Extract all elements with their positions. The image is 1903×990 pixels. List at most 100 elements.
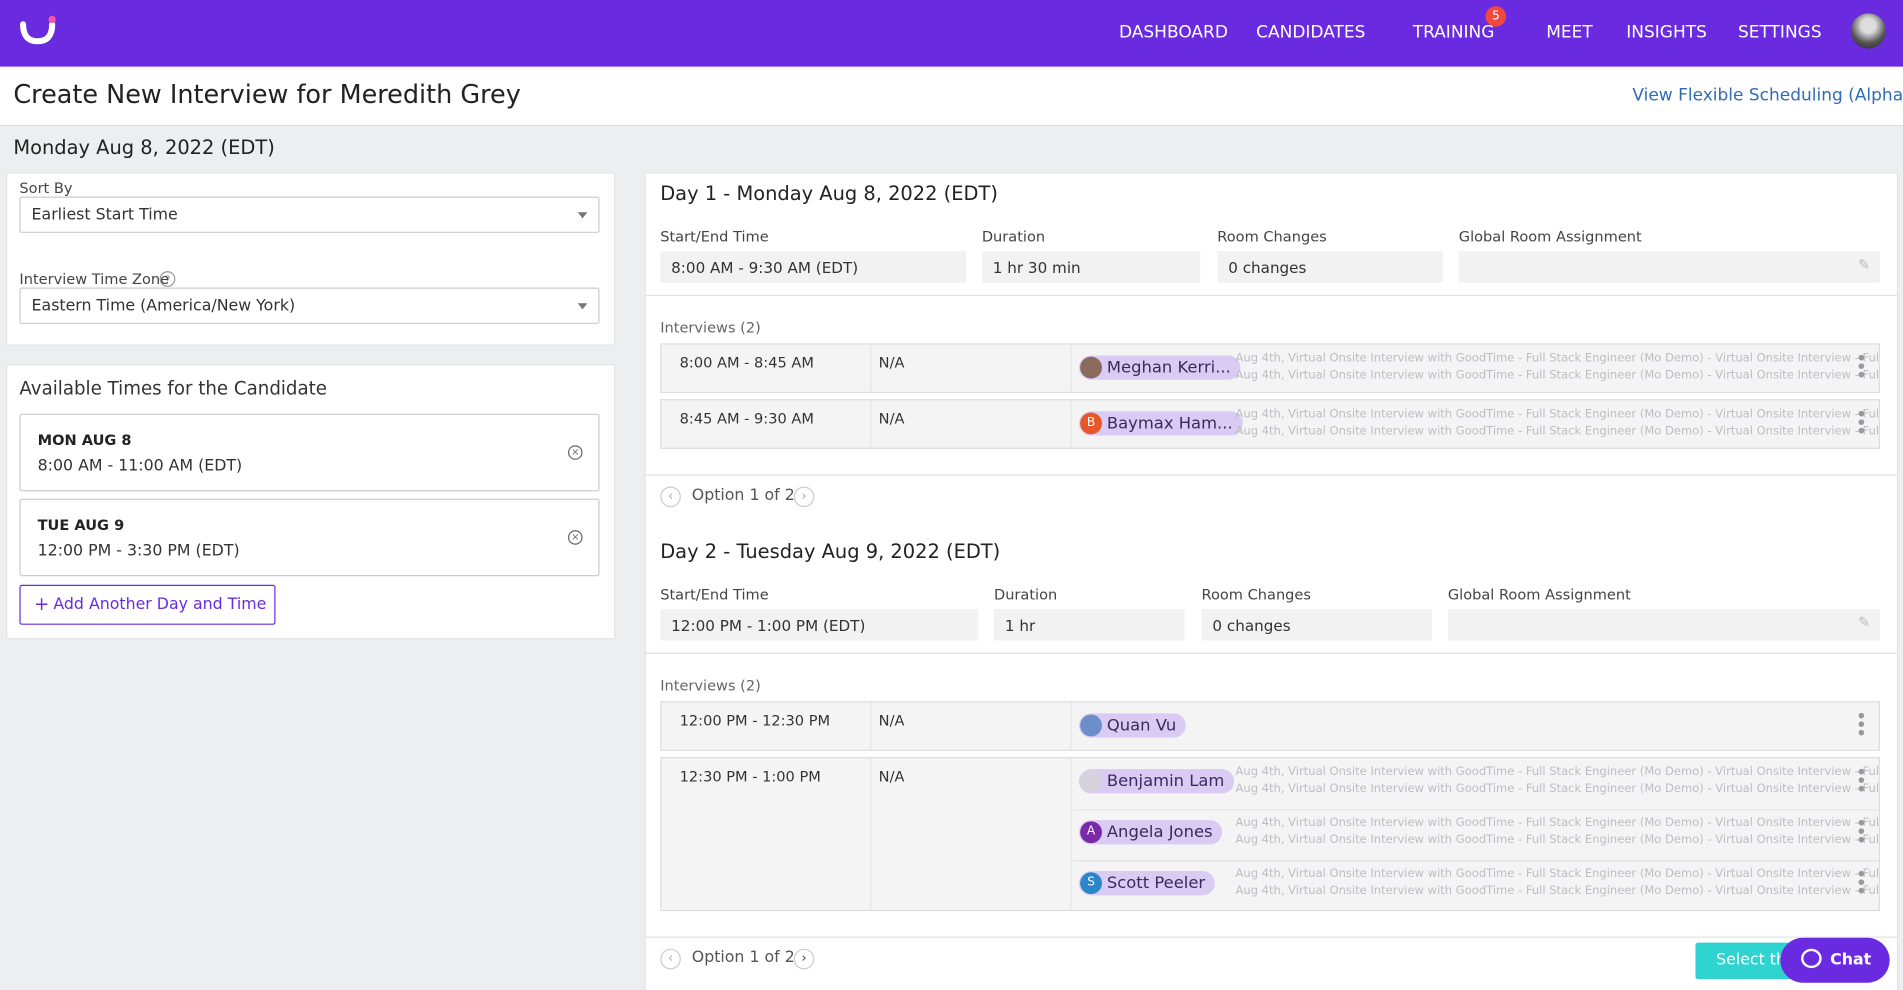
slot-time: 8:00 AM - 11:00 AM (EDT)	[37, 457, 243, 476]
interview-room: N/A	[878, 712, 905, 730]
slot-time: 12:00 PM - 3:30 PM (EDT)	[37, 542, 240, 561]
interviewer-notes: Aug 4th, Virtual Onsite Interview with G…	[1235, 765, 1880, 779]
interview-row: 12:30 PM - 1:00 PM N/A Benjamin Lam Aug 4th…	[660, 757, 1880, 912]
field-box: 0 changes	[1217, 251, 1444, 283]
subrow-divider	[1072, 860, 1879, 862]
interviewer-notes: Aug 4th, Virtual Onsite Interview with G…	[1235, 424, 1880, 438]
option-label: Option 1 of 2	[691, 486, 795, 505]
remove-slot[interactable]: ×	[567, 530, 583, 545]
interview-room: N/A	[878, 354, 905, 372]
row-menu[interactable]: • • •	[1855, 811, 1868, 852]
day-title: Day 2 - Tuesday Aug 9, 2022 (EDT)	[660, 539, 1001, 563]
edit-icon[interactable]: ✎	[1858, 613, 1871, 631]
interview-time: 12:30 PM - 1:00 PM	[679, 767, 821, 785]
page-title: Create New Interview for Meredith Grey	[13, 80, 521, 110]
flex-scheduling-link[interactable]: View Flexible Scheduling (Alpha)	[1632, 86, 1903, 106]
field-label: Start/End Time	[660, 228, 769, 246]
field-box: 1 hr 30 min	[981, 251, 1201, 283]
row-menu[interactable]: • • •	[1855, 862, 1868, 903]
field-label: Start/End Time	[660, 585, 769, 603]
chat-icon	[1801, 948, 1822, 969]
field-box: 8:00 AM - 9:30 AM (EDT)	[660, 251, 967, 283]
field-label: Room Changes	[1217, 228, 1327, 246]
nav-item[interactable]: CANDIDATES	[1256, 23, 1366, 43]
next-option[interactable]: ›	[793, 948, 815, 970]
select[interactable]: Eastern Time (America/New York)	[19, 287, 600, 324]
interviewer-avatar: A	[1080, 821, 1102, 844]
field-box: 0 changes	[1201, 609, 1433, 641]
field-label: Global Room Assignment	[1447, 585, 1631, 603]
select-value: Earliest Start Time	[31, 206, 178, 225]
row-menu[interactable]: • • •	[1855, 346, 1868, 388]
interviewer-chip[interactable]: Quan Vu	[1078, 713, 1186, 738]
remove-slot[interactable]: ×	[567, 445, 583, 460]
column-divider	[1070, 344, 1072, 392]
availability-card	[6, 363, 616, 640]
field-label: Duration	[981, 228, 1046, 246]
row-menu[interactable]: • • •	[1855, 402, 1868, 443]
interviewer-notes: Aug 4th, Virtual Onsite Interview with G…	[1235, 351, 1880, 366]
field-label: Room Changes	[1201, 585, 1311, 603]
separator	[644, 474, 1899, 476]
column-divider	[870, 400, 872, 448]
interview-row: 8:00 AM - 8:45 AM N/A Meghan Kerri... Aug 4…	[660, 343, 1880, 394]
interview-row: 12:00 PM - 12:30 PM N/A Quan Vu • • •	[660, 701, 1880, 751]
slot-day: TUE AUG 9	[37, 516, 125, 534]
time-slot: MON AUG 8 8:00 AM - 11:00 AM (EDT) ×	[19, 413, 600, 492]
interviews-label: Interviews (2)	[660, 676, 761, 694]
nav-item[interactable]: TRAINING	[1412, 23, 1495, 43]
nav-item[interactable]: SETTINGS	[1737, 23, 1822, 43]
interviewer-notes: Aug 4th, Virtual Onsite Interview with G…	[1235, 884, 1880, 898]
field-box: 12:00 PM - 1:00 PM (EDT)	[660, 609, 979, 641]
column-divider	[870, 702, 872, 750]
interview-room: N/A	[878, 767, 905, 785]
column-divider	[1070, 758, 1072, 910]
separator	[644, 936, 1899, 938]
nav-item[interactable]: DASHBOARD	[1118, 23, 1228, 43]
interviewer-chip[interactable]: Angela Jones A	[1078, 820, 1223, 845]
interview-time: 8:45 AM - 9:30 AM	[679, 410, 814, 428]
field-label: Global Room Assignment	[1458, 228, 1642, 246]
next-option[interactable]: ›	[793, 486, 815, 508]
interviewer-avatar: S	[1080, 872, 1102, 895]
add-time-button[interactable]: + Add Another Day and Time	[19, 584, 276, 625]
edit-icon[interactable]: ✎	[1858, 255, 1871, 273]
interviewer-avatar	[1080, 356, 1102, 379]
select[interactable]: Earliest Start Time	[19, 196, 600, 233]
interviewer-avatar	[1080, 714, 1102, 737]
interviewer-chip[interactable]: Meghan Kerri...	[1078, 355, 1241, 380]
interviewer-chip[interactable]: Benjamin Lam	[1078, 769, 1235, 794]
column-divider	[870, 344, 872, 392]
field-box: ✎	[1458, 251, 1880, 283]
interviewer-notes: Aug 4th, Virtual Onsite Interview with G…	[1235, 782, 1880, 796]
user-avatar[interactable]	[1850, 13, 1887, 49]
svg-text:?: ?	[165, 273, 171, 286]
separator	[644, 652, 1899, 654]
add-time-label: Add Another Day and Time	[53, 595, 267, 614]
section-title: Available Times for the Candidate	[19, 377, 327, 400]
row-menu[interactable]: • • •	[1855, 704, 1868, 745]
interviewer-chip[interactable]: Baymax Ham... B	[1078, 411, 1243, 436]
slot-day: MON AUG 8	[37, 431, 132, 449]
interviews-label: Interviews (2)	[660, 319, 761, 337]
field-value: 12:00 PM - 1:00 PM (EDT)	[671, 616, 866, 635]
nav-item[interactable]: MEET	[1546, 23, 1593, 43]
column-divider	[870, 758, 872, 910]
separator	[644, 294, 1899, 297]
prev-option[interactable]: ‹	[660, 948, 681, 970]
column-divider	[1070, 400, 1072, 448]
time-slot: TUE AUG 9 12:00 PM - 3:30 PM (EDT) ×	[19, 498, 600, 577]
select-value: Eastern Time (America/New York)	[31, 297, 296, 316]
interviewer-chip[interactable]: Scott Peeler S	[1078, 871, 1215, 896]
nav-bar	[0, 0, 1903, 67]
chat-button[interactable]: Chat	[1780, 937, 1890, 983]
help-icon[interactable]: ?	[158, 269, 177, 288]
prev-option[interactable]: ‹	[660, 486, 681, 508]
interviewer-notes: Aug 4th, Virtual Onsite Interview with G…	[1235, 407, 1880, 421]
dropdown-arrow	[577, 212, 588, 219]
field-value: 0 changes	[1212, 616, 1291, 635]
nav-item[interactable]: INSIGHTS	[1626, 23, 1707, 43]
row-menu[interactable]: • • •	[1855, 760, 1868, 801]
nav-badge: 5	[1485, 6, 1507, 27]
